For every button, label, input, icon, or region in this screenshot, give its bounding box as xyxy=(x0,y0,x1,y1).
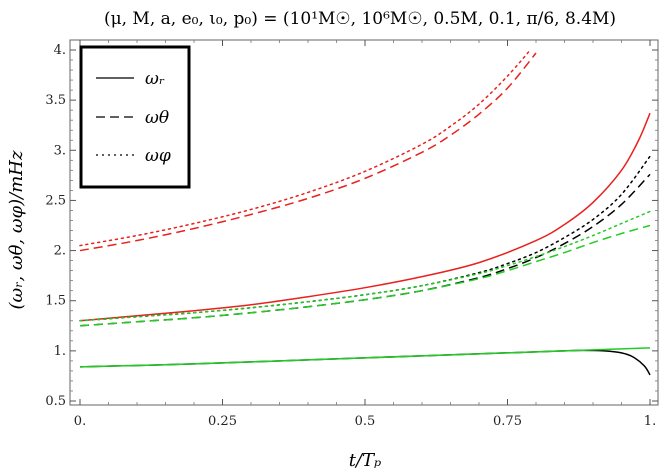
series-line-black-dashed xyxy=(79,173,651,327)
x-tick-label: 0.5 xyxy=(355,414,376,429)
x-tick-label: 0.25 xyxy=(208,414,237,429)
y-tick-label: 0.5 xyxy=(45,394,66,409)
series-line-red-dashed xyxy=(79,52,537,252)
plot-border xyxy=(69,39,659,406)
series-line-green-dotted xyxy=(79,210,651,322)
x-tick-label: 1. xyxy=(644,414,656,429)
y-axis-label: (ωᵣ, ωθ, ωφ)/mHz xyxy=(6,150,27,309)
series-line-green-solid xyxy=(79,347,651,368)
series-line-black-solid xyxy=(79,349,651,376)
y-tick-label: 1. xyxy=(54,344,66,359)
x-tick-label: 0.75 xyxy=(493,414,522,429)
y-tick-label: 2. xyxy=(54,244,66,259)
legend-label: ωᵣ xyxy=(145,69,165,89)
y-tick-label: 1.5 xyxy=(45,294,66,309)
y-tick-label: 3.5 xyxy=(45,93,66,108)
x-tick-label: 0. xyxy=(74,414,86,429)
series-line-red-solid xyxy=(79,112,651,322)
legend-label: ωφ xyxy=(145,146,171,166)
plot-frame xyxy=(69,39,659,406)
y-tick-label: 2.5 xyxy=(45,193,66,208)
legend: ωᵣ ωθ ωφ xyxy=(79,45,191,189)
series-line-red-dotted xyxy=(79,49,532,247)
y-tick-label: 3. xyxy=(54,143,66,158)
chart-title: (μ, M, a, e₀, ι₀, p₀) = (10¹M☉, 10⁶M☉, 0… xyxy=(104,9,616,29)
legend-label: ωθ xyxy=(145,108,169,128)
x-axis-label: t/Tₚ xyxy=(349,450,382,471)
series-layer xyxy=(79,49,651,376)
series-line-green-dashed xyxy=(79,224,651,327)
ticks-layer: 0. 0.25 0.5 0.75 1. 0.5 1. 1.5 2. 2.5 3. 3.5 4. xyxy=(45,40,658,429)
y-tick-label: 4. xyxy=(54,43,66,58)
